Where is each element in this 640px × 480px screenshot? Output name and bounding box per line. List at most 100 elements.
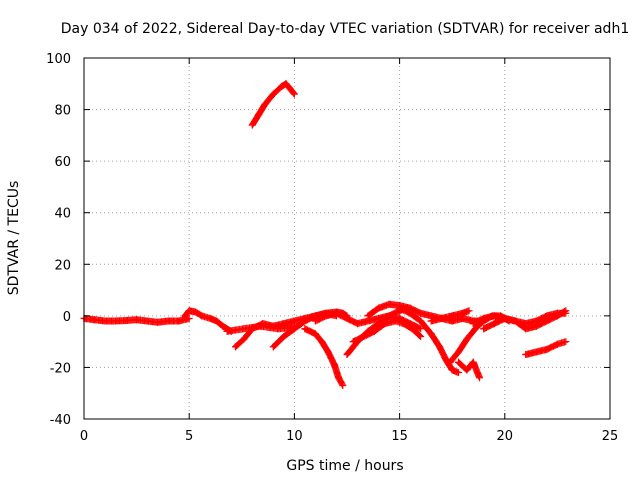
- data-point: [332, 309, 340, 317]
- axis-ticks: 0 5 10 15 20 25 -40 -20 0 20 40 60 80 100: [46, 52, 618, 444]
- series-arc-05: [248, 80, 298, 129]
- data-point: [501, 314, 509, 322]
- data-point: [213, 317, 221, 325]
- data-point: [396, 304, 404, 312]
- data-point: [455, 358, 463, 366]
- data-point: [280, 332, 288, 340]
- data-point: [223, 327, 231, 335]
- data-point: [248, 325, 256, 333]
- data-point: [181, 312, 189, 320]
- y-axis-title: SDTVAR / TECUs: [6, 181, 22, 296]
- data-point: [185, 314, 193, 322]
- data-point: [259, 320, 267, 328]
- data-point: [381, 320, 389, 328]
- data-point: [290, 317, 298, 325]
- series-arc-13: [427, 307, 473, 325]
- data-point: [301, 325, 309, 333]
- data-point: [442, 356, 450, 364]
- data-point: [192, 308, 200, 316]
- data-point: [248, 121, 256, 129]
- data-point: [469, 358, 477, 366]
- x-tick-label: 15: [391, 429, 408, 444]
- data-point: [290, 325, 298, 333]
- data-point: [269, 322, 277, 330]
- data-point: [91, 316, 99, 324]
- data-point: [154, 318, 162, 326]
- data-point: [324, 348, 332, 356]
- data-point: [417, 317, 425, 325]
- data-point: [349, 338, 357, 346]
- data-point: [290, 90, 298, 98]
- data-point: [112, 317, 120, 325]
- data-point: [400, 320, 408, 328]
- data-point: [375, 304, 383, 312]
- data-point: [459, 309, 467, 317]
- y-tick-label: 60: [54, 155, 71, 170]
- data-point: [490, 312, 498, 320]
- data-point: [417, 309, 425, 317]
- series-arc-15: [455, 358, 484, 382]
- data-point: [480, 314, 488, 322]
- x-tick-label: 20: [497, 429, 514, 444]
- data-point: [463, 366, 471, 374]
- data-point: [543, 345, 551, 353]
- data-point: [562, 307, 570, 315]
- data-point: [370, 327, 378, 335]
- data-point: [240, 335, 248, 343]
- data-point: [311, 317, 319, 325]
- data-point: [543, 317, 551, 325]
- data-point: [455, 369, 463, 377]
- data-point: [385, 312, 393, 320]
- data-point: [261, 100, 269, 108]
- data-point: [476, 374, 484, 382]
- data-point: [280, 320, 288, 328]
- data-point: [511, 317, 519, 325]
- data-point: [385, 300, 393, 308]
- data-point: [198, 312, 206, 320]
- y-tick-label: 20: [54, 258, 71, 273]
- data-point: [480, 325, 488, 333]
- data-point: [335, 374, 343, 382]
- data-point: [231, 326, 239, 334]
- series-arc-12: [396, 304, 463, 377]
- data-point: [240, 325, 248, 333]
- data-point: [471, 325, 479, 333]
- data-point: [417, 325, 425, 333]
- y-tick-label: 40: [54, 207, 71, 222]
- series-arc-01: [80, 314, 193, 326]
- data-point: [343, 351, 351, 359]
- data-point: [522, 351, 530, 359]
- data-point: [269, 343, 277, 351]
- x-tick-label: 0: [80, 429, 88, 444]
- data-point: [532, 322, 540, 330]
- y-tick-label: -40: [50, 413, 71, 428]
- data-point: [282, 80, 290, 88]
- data-point: [318, 338, 326, 346]
- data-point: [427, 317, 435, 325]
- data-point: [231, 343, 239, 351]
- chart-title: Day 034 of 2022, Sidereal Day-to-day VTE…: [61, 21, 629, 37]
- series-arc-17: [480, 307, 570, 333]
- data-point: [206, 314, 214, 322]
- data-point: [269, 90, 277, 98]
- data-point: [448, 312, 456, 320]
- data-point: [339, 381, 347, 389]
- data-point: [469, 320, 477, 328]
- series-arc-18: [522, 338, 570, 359]
- data-point: [330, 361, 338, 369]
- data-point: [417, 332, 425, 340]
- data-point: [391, 317, 399, 325]
- data-point: [455, 348, 463, 356]
- y-tick-label: -20: [50, 361, 71, 376]
- data-point: [101, 317, 109, 325]
- data-point: [427, 330, 435, 338]
- data-point: [553, 312, 561, 320]
- series-arc-10: [349, 317, 425, 346]
- data-point: [185, 307, 193, 315]
- grid-lines: [84, 58, 610, 419]
- x-tick-label: 25: [602, 429, 619, 444]
- data-point: [133, 316, 141, 324]
- data-point: [322, 312, 330, 320]
- data-point: [164, 317, 172, 325]
- data-point: [219, 322, 227, 330]
